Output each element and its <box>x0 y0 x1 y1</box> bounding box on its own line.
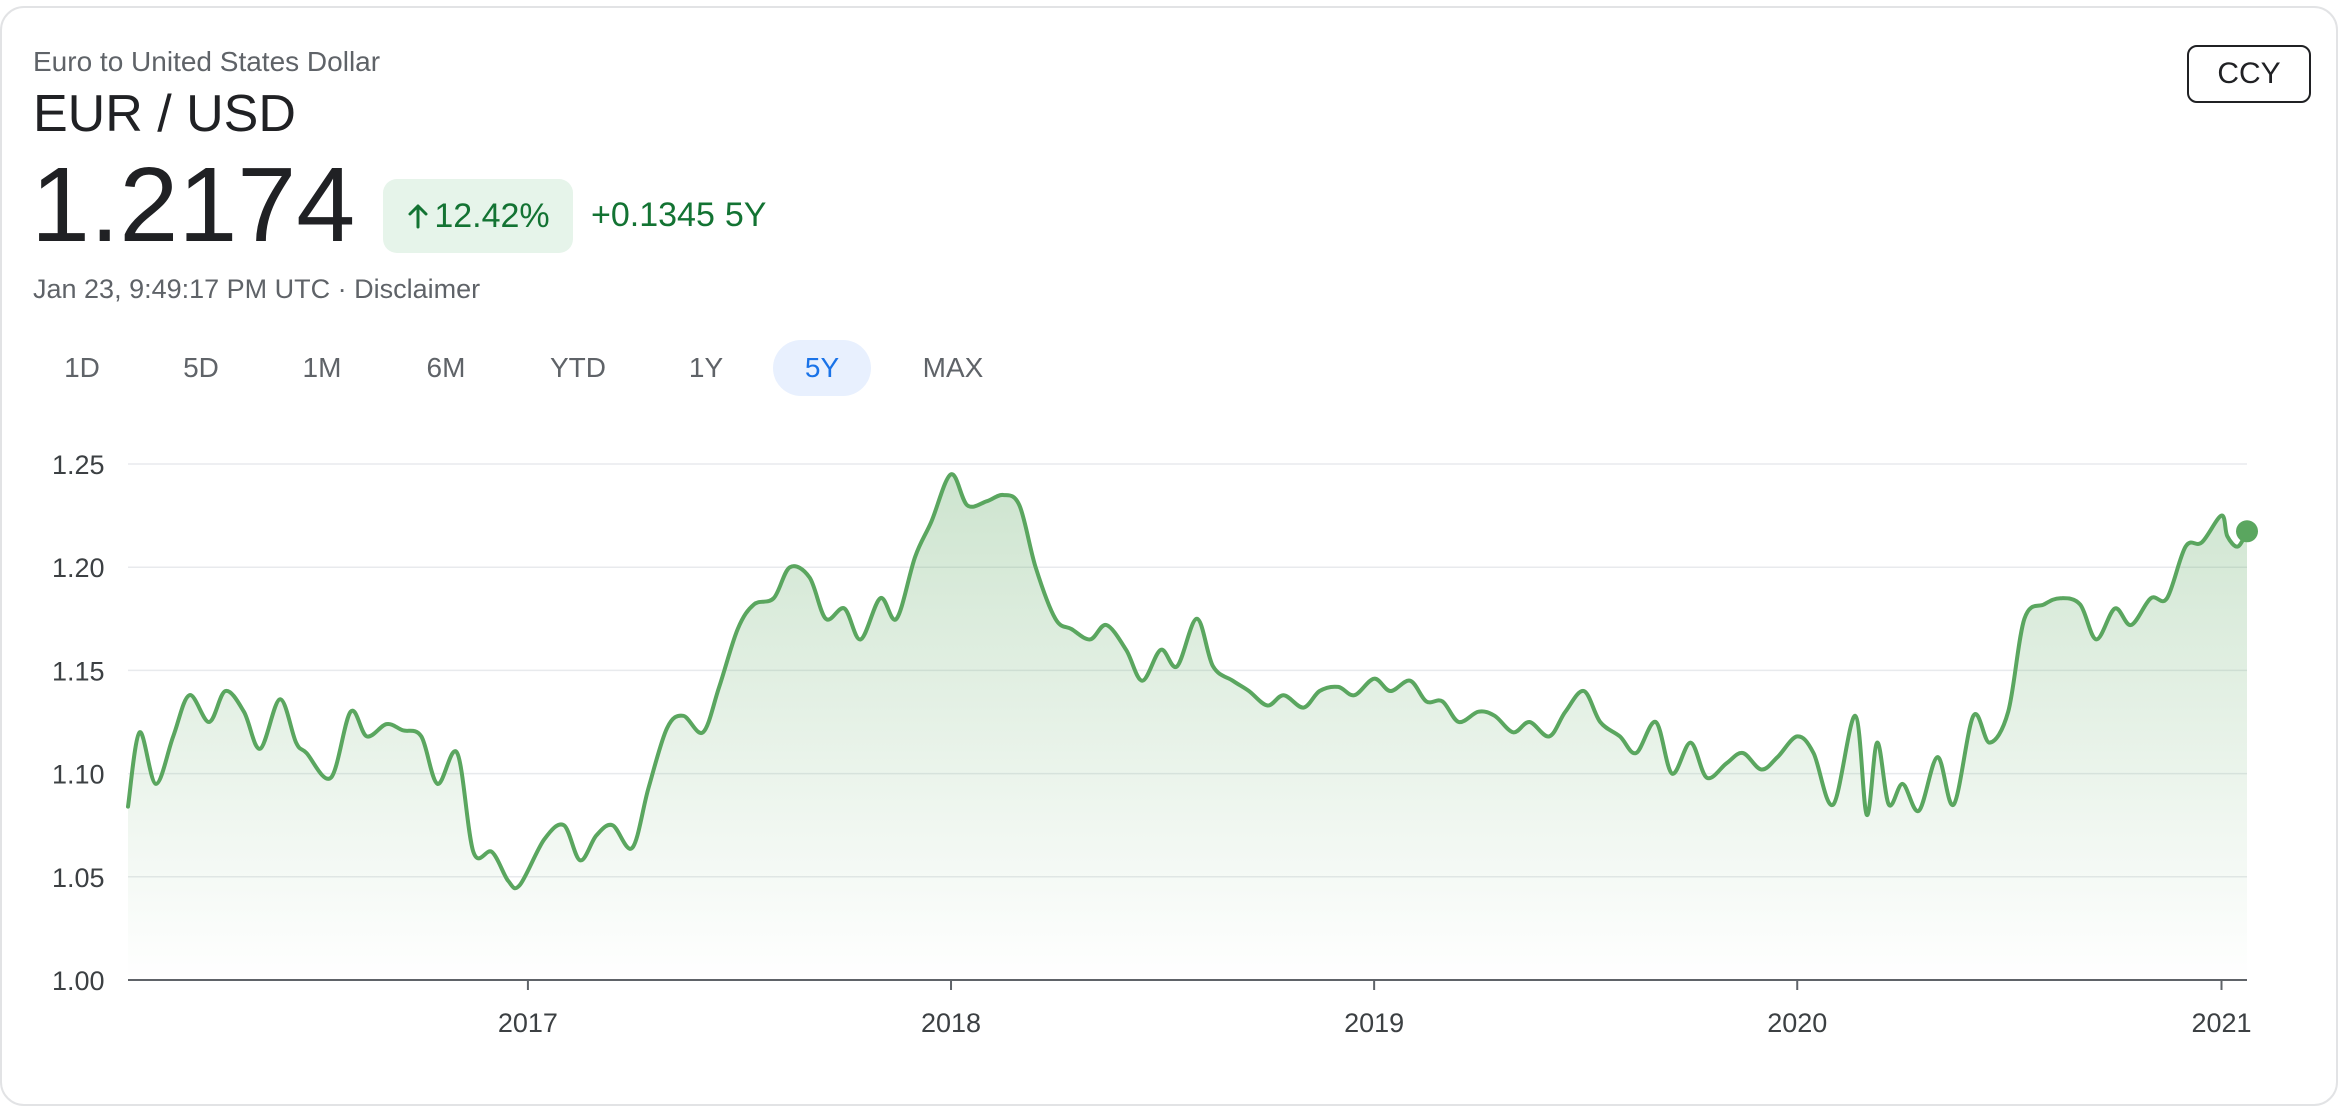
x-tick-label: 2019 <box>1344 1008 1404 1038</box>
change-absolute: +0.1345 <box>591 196 715 234</box>
change-absolute-group: +0.1345 5Y <box>591 196 766 235</box>
range-tab-max[interactable]: MAX <box>922 352 984 383</box>
series-area-fill <box>128 474 2247 980</box>
x-tick-label: 2017 <box>498 1008 558 1038</box>
range-tab-1d[interactable]: 1D <box>64 352 100 383</box>
range-tab-6m[interactable]: 6M <box>426 352 466 383</box>
range-tab-1m[interactable]: 1M <box>302 352 342 383</box>
change-percent-badge: 12.42% <box>383 179 573 253</box>
change-period: 5Y <box>724 196 767 234</box>
pair-full-name: Euro to United States Dollar <box>33 46 381 77</box>
change-percent: 12.42% <box>434 196 550 235</box>
current-price: 1.2174 <box>31 146 356 264</box>
range-tab-1y[interactable]: 1Y <box>688 352 724 383</box>
y-tick-label: 1.25 <box>52 450 105 480</box>
y-tick-label: 1.15 <box>52 656 105 686</box>
range-tabs: 1D 5D 1M 6M YTD 1Y 5Y MAX <box>0 340 1100 400</box>
y-tick-label: 1.20 <box>52 553 105 583</box>
pair-symbol: EUR / USD <box>33 85 296 143</box>
currency-button[interactable]: CCY <box>2187 45 2311 103</box>
series-line <box>126 472 2249 891</box>
timestamp-disclaimer[interactable]: Jan 23, 9:49:17 PM UTC · Disclaimer <box>33 274 481 304</box>
current-value-point[interactable] <box>2236 520 2258 543</box>
range-tab-5d[interactable]: 5D <box>183 352 219 383</box>
range-tab-ytd[interactable]: YTD <box>550 352 606 383</box>
x-tick-label: 2018 <box>921 1008 981 1038</box>
y-tick-label: 1.05 <box>52 863 105 893</box>
y-tick-label: 1.00 <box>52 966 105 996</box>
arrow-up-icon <box>406 203 430 229</box>
x-tick-label: 2020 <box>1767 1008 1827 1038</box>
range-tab-5y[interactable]: 5Y <box>773 340 871 396</box>
price-chart: 1.25 1.20 1.15 1.10 1.05 1.00 2017 2018 2019 2020… <box>52 450 2258 1038</box>
y-tick-label: 1.10 <box>52 760 105 790</box>
x-tick-label: 2021 <box>2191 1008 2251 1038</box>
